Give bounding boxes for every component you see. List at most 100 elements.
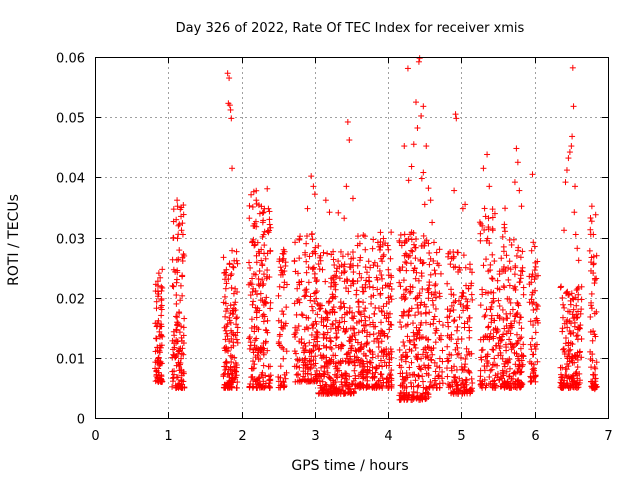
data-point: [154, 278, 161, 285]
data-point: [301, 326, 308, 333]
data-point: [370, 284, 377, 291]
data-point: [158, 312, 165, 319]
data-points: [152, 55, 600, 403]
data-point: [397, 267, 404, 274]
data-point: [174, 338, 181, 345]
data-point: [557, 284, 564, 291]
data-point: [505, 264, 512, 271]
data-point: [516, 279, 523, 286]
data-point: [481, 226, 488, 233]
data-point: [487, 367, 494, 374]
data-point: [510, 370, 517, 377]
data-point: [531, 365, 538, 372]
data-point: [358, 274, 365, 281]
data-point: [528, 377, 535, 384]
data-point: [517, 335, 524, 342]
data-point: [431, 313, 438, 320]
data-point: [314, 311, 321, 318]
data-point: [338, 373, 345, 380]
data-point: [253, 252, 260, 259]
data-point: [338, 378, 345, 385]
data-point: [465, 367, 472, 374]
data-point: [360, 350, 367, 357]
data-point: [570, 296, 577, 303]
data-point: [591, 310, 598, 317]
data-point: [169, 282, 176, 289]
data-point: [295, 323, 302, 330]
data-point: [228, 271, 235, 278]
data-point: [170, 266, 177, 273]
data-point: [531, 243, 538, 250]
y-tick-label: 0.06: [56, 52, 85, 67]
data-point: [156, 349, 163, 356]
data-point: [253, 308, 260, 315]
data-point: [363, 369, 370, 376]
data-point: [433, 384, 440, 391]
data-point: [292, 329, 299, 336]
data-point: [306, 253, 313, 260]
data-point: [296, 299, 303, 306]
data-point: [567, 340, 574, 347]
data-point: [309, 230, 316, 237]
data-point: [333, 335, 340, 342]
data-point: [225, 100, 232, 107]
data-point: [566, 347, 573, 354]
data-point: [259, 261, 266, 268]
data-point: [431, 359, 438, 366]
data-point: [530, 351, 537, 358]
data-point: [374, 239, 381, 246]
data-point: [248, 374, 255, 381]
data-point: [222, 366, 229, 373]
data-point: [264, 317, 271, 324]
data-point: [260, 362, 267, 369]
data-point: [424, 336, 431, 343]
data-point: [320, 354, 327, 361]
data-point: [468, 375, 475, 382]
data-point: [158, 287, 165, 294]
data-point: [343, 351, 350, 358]
data-point: [221, 293, 228, 300]
data-point: [246, 345, 253, 352]
data-point: [464, 390, 471, 397]
data-point: [485, 323, 492, 330]
data-point: [228, 344, 235, 351]
data-point: [368, 300, 375, 307]
data-point: [357, 346, 364, 353]
data-point: [309, 236, 316, 243]
data-point: [437, 270, 444, 277]
data-point: [592, 365, 599, 372]
data-point: [234, 329, 241, 336]
data-point: [494, 285, 501, 292]
data-point: [399, 381, 406, 388]
data-point: [310, 357, 317, 364]
data-point: [577, 310, 584, 317]
data-point: [256, 210, 263, 217]
data-point: [480, 336, 487, 343]
data-point: [462, 379, 469, 386]
data-point: [250, 270, 257, 277]
data-point: [374, 335, 381, 342]
data-point: [487, 330, 494, 337]
data-point: [452, 346, 459, 353]
data-point: [459, 293, 466, 300]
data-point: [426, 250, 433, 257]
data-point: [233, 321, 240, 328]
data-point: [401, 342, 408, 349]
data-point: [400, 293, 407, 300]
data-point: [327, 283, 334, 290]
data-point: [220, 254, 227, 261]
data-point: [343, 309, 350, 316]
data-point: [500, 283, 507, 290]
data-point: [531, 287, 538, 294]
data-point: [418, 319, 425, 326]
data-point: [256, 307, 263, 314]
data-point: [526, 358, 533, 365]
data-point: [407, 371, 414, 378]
data-point: [462, 355, 469, 362]
data-point: [337, 299, 344, 306]
data-point: [319, 266, 326, 273]
data-point: [386, 362, 393, 369]
data-point: [403, 353, 410, 360]
data-point: [450, 318, 457, 325]
data-point: [502, 205, 509, 212]
